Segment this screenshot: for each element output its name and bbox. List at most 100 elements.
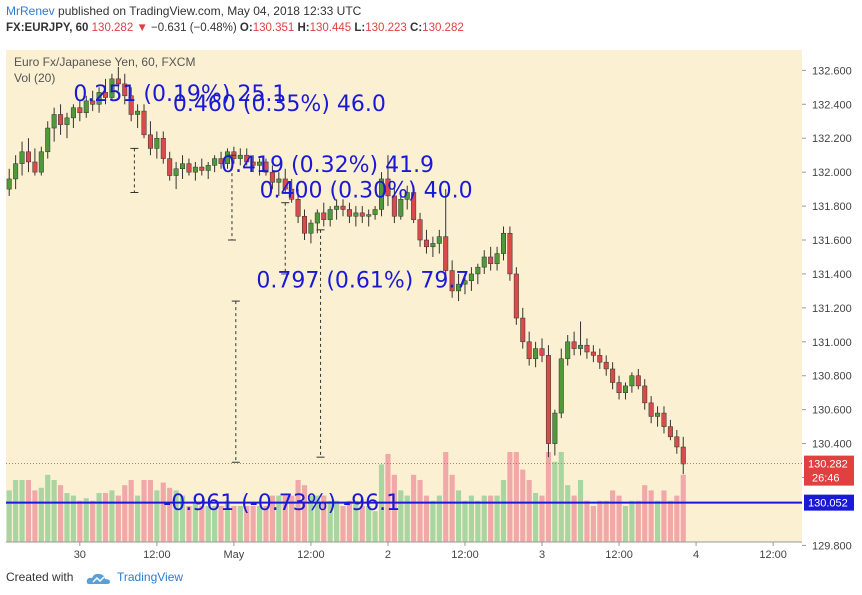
candle-body [340, 205, 346, 210]
high-value: 130.445 [309, 22, 352, 34]
candle-body [192, 166, 198, 173]
candle-body [449, 270, 455, 292]
volume-bar [430, 500, 436, 542]
volume-bar [642, 485, 648, 542]
publish-info: MrRenev published on TradingView.com, Ma… [6, 4, 361, 18]
candle-body [128, 95, 134, 115]
volume-bar [507, 452, 513, 542]
candle-body [263, 161, 269, 173]
candle-body [334, 205, 340, 210]
candle-body [25, 151, 31, 163]
volume-bar [83, 498, 89, 542]
volume-bar [616, 495, 622, 542]
candle-body [475, 266, 481, 275]
volume-bar [205, 506, 211, 542]
x-tick-label: 2 [385, 549, 391, 561]
measure-annotation[interactable]: 0.797 (0.61%) 79.7 [256, 269, 469, 294]
candle-body [436, 236, 442, 244]
volume-bar [32, 490, 38, 542]
candle-body [430, 243, 436, 248]
measure-annotation[interactable]: 0.460 (0.35%) 46.0 [173, 92, 386, 117]
measure-annotation[interactable]: -0.961 (-0.73%) -96.1 [163, 491, 400, 516]
candle-body [411, 192, 417, 220]
volume-bar [38, 487, 44, 542]
x-tick-label: 12:00 [451, 549, 479, 561]
candle-body [269, 171, 275, 183]
symbol-label: FX:EURJPY, 60 [6, 22, 89, 34]
candle-body [314, 212, 320, 224]
volume-bar [301, 485, 308, 542]
volume-bar [19, 480, 25, 542]
candle-body [38, 151, 44, 173]
volume-bar [77, 500, 83, 542]
candle-body [19, 151, 25, 164]
candle-body [173, 168, 179, 176]
volume-bar [334, 500, 340, 542]
volume-bar [51, 480, 57, 542]
symbol-info: FX:EURJPY, 60 130.282 ▼ −0.631 (−0.48%) … [6, 22, 464, 34]
candle-body [526, 341, 532, 360]
candle-body [584, 344, 590, 353]
hline-price-label: 130.052 [808, 498, 848, 510]
volume-bar [263, 506, 269, 542]
volume-bar [674, 495, 680, 542]
y-tick-label: 131.400 [812, 269, 852, 281]
volume-bar [224, 500, 231, 542]
candle-body [359, 212, 365, 217]
tradingview-cloud-icon [86, 573, 110, 584]
volume-bar [289, 495, 295, 542]
candle-body [629, 375, 635, 387]
bar-countdown-label: 26:46 [812, 473, 840, 485]
volume-bar [122, 485, 128, 542]
volume-bar [404, 495, 410, 542]
volume-bar [346, 500, 353, 542]
volume-bar [179, 495, 186, 542]
volume-bar [475, 500, 481, 542]
candle-body [250, 161, 256, 166]
volume-bar [308, 495, 314, 542]
volume-bar [423, 495, 430, 542]
author-link[interactable]: MrRenev [6, 4, 55, 18]
low-value: 130.223 [365, 22, 407, 34]
volume-bar [436, 495, 442, 542]
close-value: 130.282 [91, 22, 134, 34]
volume-bar [494, 495, 500, 542]
volume-bar [488, 495, 494, 542]
volume-bar [648, 490, 654, 542]
volume-bar [411, 474, 417, 542]
tradingview-link[interactable]: TradingView [117, 570, 184, 584]
volume-bar [173, 490, 179, 542]
volume-bar [135, 495, 141, 542]
volume-bar [590, 506, 596, 542]
candle-body [289, 188, 295, 200]
candle-body [186, 163, 192, 173]
candle-body [218, 158, 224, 164]
candle-body [674, 436, 680, 448]
volume-bar [96, 493, 102, 542]
candle-body [103, 92, 108, 98]
chart-title: Euro Fx/Japanese Yen, 60, FXCM [14, 55, 195, 69]
x-tick-label: 12:00 [143, 549, 171, 561]
candle-body [58, 114, 64, 125]
candle-body [205, 165, 211, 171]
volume-bar [295, 480, 301, 542]
change-value: −0.631 (−0.48%) [151, 22, 237, 34]
candle-body [610, 368, 616, 383]
volume-bar [539, 495, 545, 542]
candle-body [481, 256, 487, 268]
plot-area[interactable] [6, 50, 802, 542]
volume-bar [25, 480, 32, 542]
volume-bar [462, 500, 468, 542]
candle-body [655, 412, 661, 417]
price-chart[interactable]: Euro Fx/Japanese Yen, 60, FXCM Vol (20) 13… [0, 40, 862, 565]
measure-annotation[interactable]: 0.251 (0.19%) 25.1 [73, 82, 286, 107]
measure-annotation[interactable]: 0.400 (0.30%) 40.0 [260, 179, 473, 204]
volume-bar [398, 490, 404, 542]
candle-body [83, 100, 89, 114]
candle-body [90, 100, 96, 105]
candle-body [661, 412, 667, 427]
candle-body [520, 317, 526, 343]
candle-body [571, 341, 577, 349]
y-tick-label: 131.200 [812, 303, 852, 315]
measure-annotation[interactable]: 0.419 (0.32%) 41.9 [221, 153, 434, 178]
